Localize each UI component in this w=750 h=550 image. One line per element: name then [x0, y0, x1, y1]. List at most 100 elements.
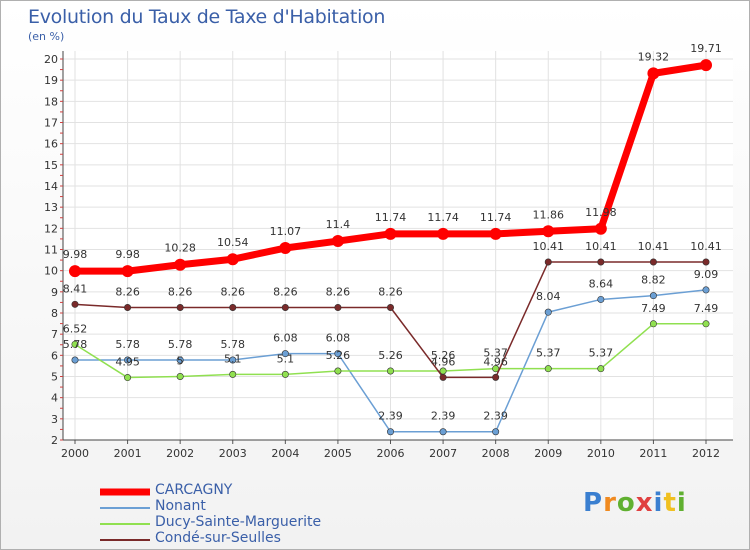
- y-tick-label: 15: [44, 159, 58, 172]
- data-label: 7.49: [641, 302, 666, 315]
- y-tick-label: 12: [44, 222, 58, 235]
- data-label: 5.78: [115, 338, 140, 351]
- chart-title: Evolution du Taux de Taxe d'Habitation: [28, 6, 386, 28]
- y-tick-label: 20: [44, 53, 58, 66]
- data-label: 10.41: [533, 240, 565, 253]
- y-tick-label: 11: [44, 244, 58, 257]
- data-point: [71, 340, 79, 348]
- y-tick-label: 9: [51, 286, 58, 299]
- data-label: 11.74: [480, 211, 512, 224]
- data-point: [700, 59, 712, 72]
- y-tick-label: 14: [44, 180, 58, 193]
- data-label: 5.1: [224, 352, 242, 365]
- data-label: 4.96: [431, 355, 456, 368]
- data-label: 10.41: [638, 240, 670, 253]
- data-label: 2.39: [431, 410, 456, 423]
- data-point: [334, 350, 342, 358]
- data-point: [597, 258, 605, 266]
- logo-letter: P: [583, 488, 604, 518]
- data-label: 9.09: [694, 268, 719, 281]
- data-point: [597, 295, 605, 303]
- y-tick-label: 3: [51, 413, 58, 426]
- y-tick-label: 10: [44, 265, 58, 278]
- legend-item-conde: Condé-sur-Seulles: [100, 530, 380, 548]
- data-point: [597, 365, 605, 373]
- y-tick-label: 13: [44, 201, 58, 214]
- data-label: 19.32: [638, 50, 670, 63]
- data-point: [492, 373, 500, 381]
- data-point: [647, 67, 660, 80]
- data-point: [492, 428, 500, 436]
- data-label: 8.26: [115, 285, 140, 298]
- legend-label-ducy: Ducy-Sainte-Marguerite: [155, 514, 322, 530]
- data-point: [124, 356, 132, 364]
- legend-item-nonant: Nonant: [100, 498, 380, 516]
- plot-area: [63, 51, 733, 440]
- data-point: [542, 225, 555, 238]
- data-point: [229, 356, 237, 364]
- x-tick-label: 2011: [639, 447, 667, 460]
- y-tick-label: 2: [51, 434, 58, 447]
- data-point: [174, 258, 187, 271]
- data-point: [649, 320, 657, 328]
- data-point: [544, 308, 552, 316]
- data-label: 11.98: [585, 206, 617, 219]
- data-label: 2.39: [378, 410, 403, 423]
- y-tick-label: 17: [44, 117, 58, 130]
- x-tick-label: 2004: [271, 447, 299, 460]
- data-point: [229, 370, 237, 378]
- data-label: 6.08: [273, 332, 298, 345]
- x-tick-label: 2009: [534, 447, 562, 460]
- data-label: 5.1: [277, 352, 295, 365]
- x-tick-label: 2007: [429, 447, 457, 460]
- x-tick-label: 2006: [377, 447, 405, 460]
- data-point: [384, 227, 397, 240]
- data-point: [124, 303, 132, 311]
- data-label: 10.41: [690, 240, 722, 253]
- y-tick-label: 5: [51, 371, 58, 384]
- legend-swatch-ducy: [100, 523, 150, 525]
- data-point: [489, 227, 502, 240]
- data-label: 8.64: [589, 277, 614, 290]
- x-tick-label: 2003: [219, 447, 247, 460]
- data-point: [176, 356, 184, 364]
- data-point: [386, 367, 394, 375]
- data-point: [594, 222, 607, 235]
- legend-swatch-carcagny: [100, 488, 150, 496]
- data-point: [702, 286, 710, 294]
- data-label: 7.49: [694, 302, 719, 315]
- data-label: 5.37: [536, 347, 561, 360]
- data-label: 8.26: [378, 285, 403, 298]
- data-point: [124, 374, 132, 382]
- data-point: [71, 300, 79, 308]
- data-point: [386, 303, 394, 311]
- data-point: [437, 227, 450, 240]
- logo-letter: i: [676, 488, 687, 518]
- y-tick-label: 16: [44, 138, 58, 151]
- data-label: 5.26: [431, 349, 456, 362]
- data-point: [544, 258, 552, 266]
- data-point: [439, 373, 447, 381]
- y-tick-label: 7: [51, 328, 58, 341]
- data-label: 4.95: [115, 356, 140, 369]
- y-tick-label: 8: [51, 307, 58, 320]
- chart-subtitle: (en %): [28, 30, 65, 43]
- x-tick-label: 2000: [61, 447, 89, 460]
- data-point: [649, 258, 657, 266]
- data-point: [544, 365, 552, 373]
- data-point: [176, 303, 184, 311]
- data-label: 8.26: [326, 285, 351, 298]
- data-point: [334, 303, 342, 311]
- data-label: 9.98: [115, 248, 140, 261]
- data-point: [439, 428, 447, 436]
- y-tick-label: 19: [44, 74, 58, 87]
- data-label: 8.26: [221, 285, 246, 298]
- x-tick-label: 2005: [324, 447, 352, 460]
- x-tick-label: 2002: [166, 447, 194, 460]
- legend-swatch-nonant: [100, 507, 150, 509]
- data-point: [334, 367, 342, 375]
- data-point: [281, 370, 289, 378]
- data-label: 5.26: [378, 349, 403, 362]
- logo-letter: x: [635, 488, 654, 518]
